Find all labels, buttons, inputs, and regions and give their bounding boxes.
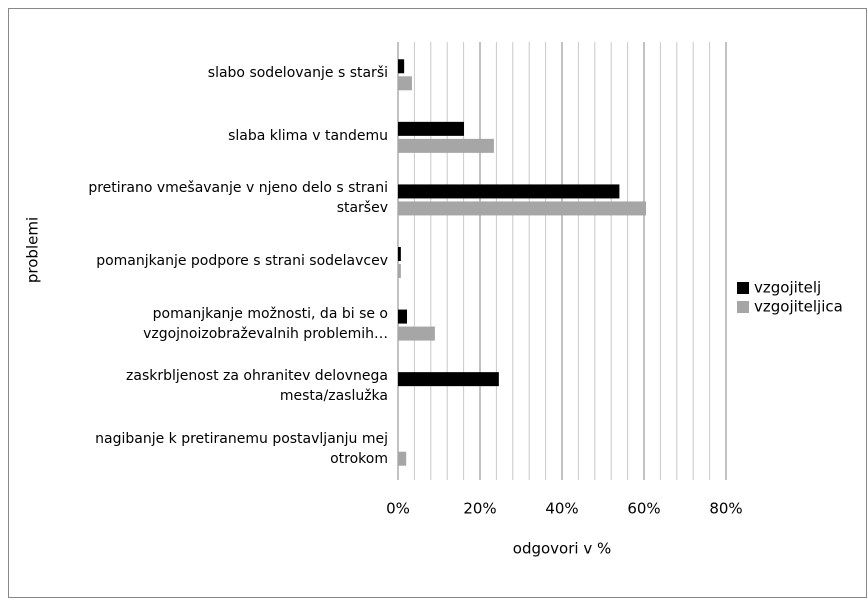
bar xyxy=(398,201,647,216)
x-tick-label: 60% xyxy=(627,500,660,518)
bar xyxy=(398,76,412,91)
legend-label: vzgojiteljica xyxy=(754,298,843,316)
legend-swatch xyxy=(737,282,749,294)
legend-label: vzgojitelj xyxy=(754,279,821,297)
bar xyxy=(398,372,499,387)
y-tick-label: nagibanje k pretiranemu postavljanju mej… xyxy=(95,430,388,467)
y-tick-label: pomanjkanje podpore s strani sodelavcev xyxy=(96,253,388,269)
y-tick-label: pretirano vmešavanje v njeno delo s stra… xyxy=(88,180,388,217)
bar xyxy=(398,247,401,261)
bar xyxy=(398,264,401,278)
x-tick-label: 80% xyxy=(709,500,742,518)
y-tick-label: pomanjkanje možnosti, da bi se o vzgojno… xyxy=(143,305,388,342)
x-tick-label: 0% xyxy=(386,500,410,518)
bar xyxy=(398,138,494,153)
y-tick-label: zaskrbljenost za ohranitev delovnega mes… xyxy=(126,368,388,405)
bar xyxy=(398,309,408,324)
bar xyxy=(398,451,407,466)
y-tick-label: slaba klima v tandemu xyxy=(228,127,388,144)
bar xyxy=(398,326,435,341)
chart-border xyxy=(8,8,867,598)
y-tick-label: slabo sodelovanje s starši xyxy=(207,65,388,82)
x-tick-label: 40% xyxy=(545,500,578,518)
y-axis-label: problemi xyxy=(24,217,42,283)
bar xyxy=(398,184,620,199)
x-axis-label: odgovori v % xyxy=(513,540,611,558)
bar xyxy=(398,59,405,74)
legend-swatch xyxy=(737,301,749,313)
bar xyxy=(398,121,465,136)
x-tick-label: 20% xyxy=(463,500,496,518)
